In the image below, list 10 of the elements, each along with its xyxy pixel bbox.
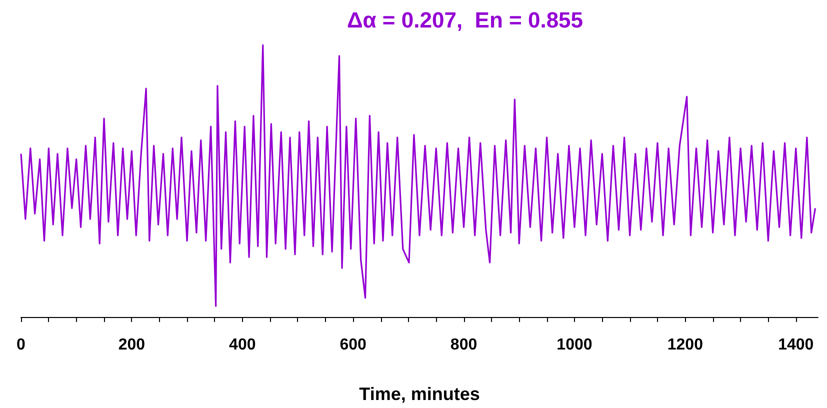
x-axis-title: Time, minutes — [359, 384, 480, 404]
x-tick-label: 0 — [16, 336, 26, 354]
x-tick-label: 1200 — [667, 336, 704, 354]
x-tick-label: 1000 — [556, 336, 592, 354]
x-tick-label: 800 — [450, 336, 478, 354]
x-tick-label: 600 — [340, 336, 367, 354]
x-tick-label: 200 — [118, 336, 146, 354]
x-tick-label: 400 — [229, 336, 256, 354]
chart-title: Δα = 0.207, En = 0.855 — [346, 8, 584, 32]
x-tick-label: 1400 — [778, 336, 814, 354]
